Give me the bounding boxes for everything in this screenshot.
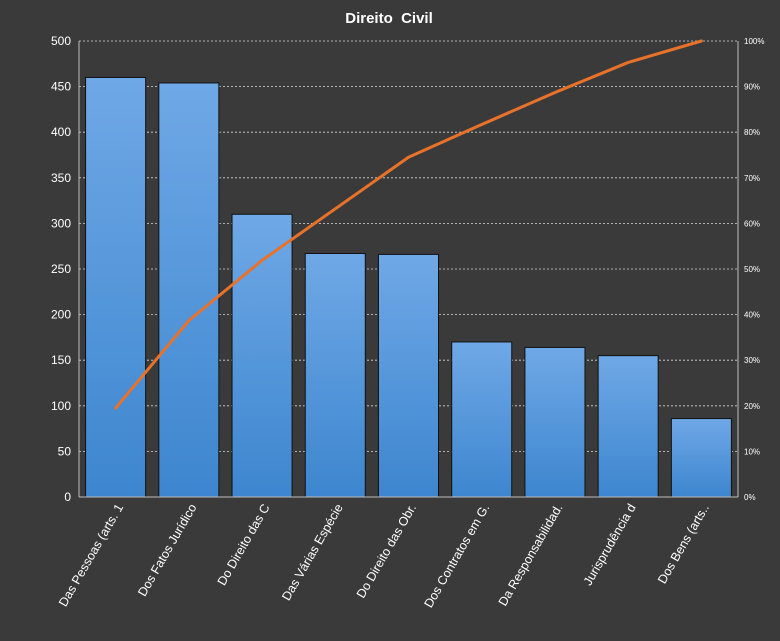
- secondary-y-tick-label: 30%: [744, 356, 760, 365]
- secondary-y-tick-label: 50%: [744, 265, 760, 274]
- axes: [78, 41, 739, 498]
- x-tick-label: Do Direito das C: [215, 502, 273, 588]
- x-axis-ticks: Das Pessoas (arts. 1 Dos Fatos Jurídico Do…: [56, 501, 712, 610]
- x-tick-label: Dos Bens (arts..: [655, 502, 712, 587]
- y-tick-label: 50: [58, 444, 72, 458]
- secondary-y-tick-label: 60%: [744, 219, 760, 228]
- y-tick-label: 100: [51, 399, 71, 413]
- secondary-y-axis-ticks: 0% 10% 20% 30% 40% 50% 60% 70% 80% 90% 100%: [744, 37, 764, 502]
- bar: [85, 76, 147, 498]
- x-tick-label: Dos Fatos Jurídico: [135, 501, 199, 598]
- y-tick-label: 500: [51, 34, 71, 48]
- x-tick-label: Do Direito das Obr.: [354, 502, 419, 601]
- chart-title: Direito Civil: [345, 10, 433, 27]
- x-tick-label: Dos Contratos em G.: [421, 502, 492, 611]
- bar: [451, 341, 513, 498]
- cumulative-series: [114, 39, 703, 410]
- y-tick-label: 150: [51, 353, 71, 367]
- secondary-y-tick-label: 90%: [744, 83, 760, 92]
- secondary-y-tick-label: 10%: [744, 447, 760, 456]
- x-tick-label: Das Pessoas (arts. 1: [56, 501, 126, 609]
- secondary-y-tick-label: 100%: [744, 37, 764, 46]
- secondary-y-tick-label: 40%: [744, 311, 760, 320]
- secondary-y-tick-label: 0%: [744, 493, 756, 502]
- y-tick-label: 250: [51, 262, 71, 276]
- secondary-y-tick-label: 80%: [744, 128, 760, 137]
- x-tick-label: Das Várias Espécie: [279, 501, 346, 603]
- y-tick-label: 350: [51, 171, 71, 185]
- bar: [231, 213, 293, 498]
- y-tick-label: 450: [51, 80, 71, 94]
- x-tick-label: Jurisprudência d: [581, 501, 639, 587]
- secondary-y-tick-label: 20%: [744, 402, 760, 411]
- x-tick-label: Da Responsabilidad.: [496, 502, 566, 609]
- cumulative-percentage-line: [114, 39, 703, 410]
- secondary-y-tick-label: 70%: [744, 174, 760, 183]
- y-axis-ticks: 0 50 100 150 200 250 300 350 400 450 500: [51, 34, 71, 504]
- bar: [670, 418, 732, 498]
- bar: [158, 82, 220, 498]
- bar: [304, 252, 366, 498]
- y-tick-label: 0: [64, 490, 71, 504]
- y-tick-label: 400: [51, 125, 71, 139]
- bar: [377, 253, 440, 498]
- y-tick-label: 200: [51, 308, 71, 322]
- bars: [85, 76, 732, 498]
- bar: [524, 346, 586, 498]
- bar: [597, 355, 659, 498]
- y-tick-label: 300: [51, 216, 71, 230]
